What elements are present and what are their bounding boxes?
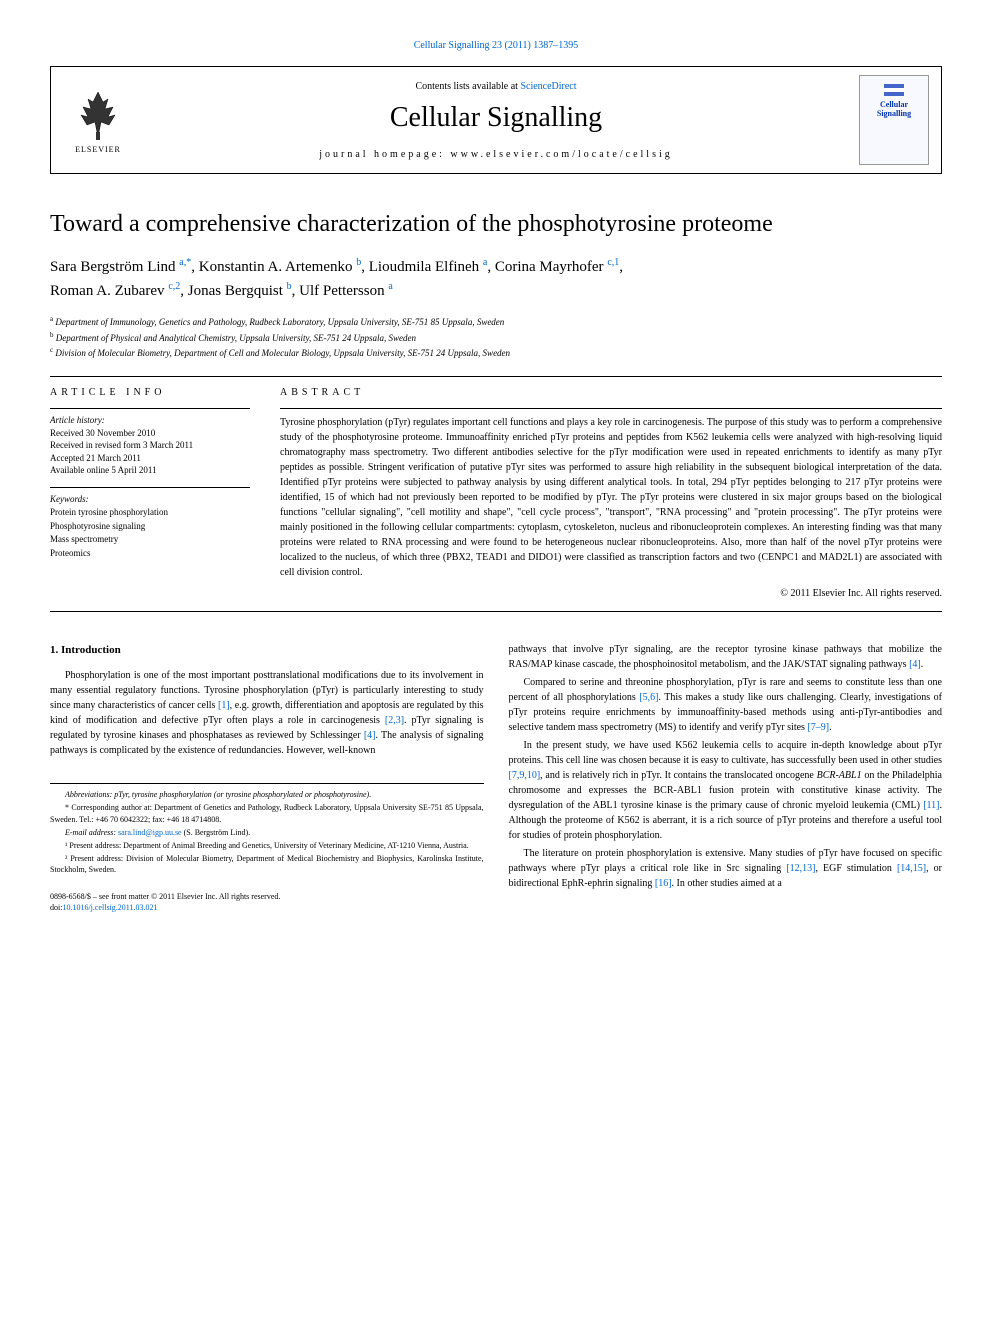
author-list: Sara Bergström Lind a,*, Konstantin A. A…	[50, 255, 942, 302]
journal-cover-thumb: Cellular Signalling	[859, 75, 929, 165]
footnote-email: E-mail address: sara.lind@igp.uu.se (S. …	[50, 827, 484, 838]
email-link[interactable]: sara.lind@igp.uu.se	[118, 828, 182, 837]
footnote-corresp: * Corresponding author at: Department of…	[50, 802, 484, 824]
footnote-present-address-1: ¹ Present address: Department of Animal …	[50, 840, 484, 851]
author-sup[interactable]: b	[356, 257, 361, 268]
journal-header: ELSEVIER Contents lists available at Sci…	[50, 66, 942, 174]
cover-title-1: Cellular	[880, 100, 908, 109]
article-history: Received 30 November 2010 Received in re…	[50, 427, 250, 477]
body-paragraph: Phosphorylation is one of the most impor…	[50, 668, 484, 758]
divider	[50, 487, 250, 488]
body-paragraph: In the present study, we have used K562 …	[509, 738, 943, 843]
article-title: Toward a comprehensive characterization …	[50, 209, 942, 240]
header-center: Contents lists available at ScienceDirec…	[148, 81, 844, 160]
elsevier-tree-icon	[73, 87, 123, 142]
doi-link[interactable]: 10.1016/j.cellsig.2011.03.021	[62, 903, 157, 912]
citation-link[interactable]: [2,3]	[385, 715, 404, 726]
citation-link[interactable]: [4]	[364, 730, 376, 741]
author: Corina Mayrhofer	[495, 259, 604, 275]
journal-name: Cellular Signalling	[148, 102, 844, 134]
body-paragraph: Compared to serine and threonine phospho…	[509, 675, 943, 735]
sciencedirect-link[interactable]: ScienceDirect	[520, 81, 576, 92]
cover-flag-icon	[884, 84, 904, 96]
footer-meta: 0898-6568/$ – see front matter © 2011 El…	[50, 891, 484, 913]
article-body: 1. Introduction Phosphorylation is one o…	[50, 642, 942, 913]
author-sup[interactable]: a	[483, 257, 487, 268]
author: Jonas Bergquist	[188, 283, 283, 299]
elsevier-label: ELSEVIER	[75, 145, 121, 154]
contents-available-line: Contents lists available at ScienceDirec…	[148, 81, 844, 92]
journal-homepage: journal homepage: www.elsevier.com/locat…	[148, 149, 844, 160]
corresp-marker[interactable]: *	[186, 257, 191, 268]
article-info-heading: ARTICLE INFO	[50, 387, 250, 398]
citation-link[interactable]: [1]	[218, 700, 230, 711]
affiliation: b Department of Physical and Analytical …	[50, 330, 942, 346]
citation-link[interactable]: [16]	[655, 878, 672, 889]
body-column-right: pathways that involve pTyr signaling, ar…	[509, 642, 943, 913]
body-paragraph: The literature on protein phosphorylatio…	[509, 846, 943, 891]
footnote-abbrev: Abbreviations: pTyr, tyrosine phosphoryl…	[50, 789, 484, 800]
journal-citation[interactable]: Cellular Signalling 23 (2011) 1387–1395	[50, 40, 942, 51]
citation-link[interactable]: [7–9]	[807, 722, 829, 733]
author-sup[interactable]: b	[287, 281, 292, 292]
footnotes: Abbreviations: pTyr, tyrosine phosphoryl…	[50, 783, 484, 875]
citation-link[interactable]: [12,13]	[786, 863, 815, 874]
history-heading: Article history:	[50, 415, 250, 425]
body-column-left: 1. Introduction Phosphorylation is one o…	[50, 642, 484, 913]
author: Ulf Pettersson	[299, 283, 384, 299]
section-heading: 1. Introduction	[50, 642, 484, 659]
divider	[50, 611, 942, 612]
divider	[280, 408, 942, 409]
abstract-panel: ABSTRACT Tyrosine phosphorylation (pTyr)…	[280, 387, 942, 599]
keywords-heading: Keywords:	[50, 494, 250, 504]
elsevier-logo: ELSEVIER	[63, 78, 133, 163]
doi-line: doi:10.1016/j.cellsig.2011.03.021	[50, 902, 484, 913]
body-paragraph: pathways that involve pTyr signaling, ar…	[509, 642, 943, 672]
cover-title-2: Signalling	[877, 109, 911, 118]
footnote-present-address-2: ² Present address: Division of Molecular…	[50, 853, 484, 875]
divider	[50, 376, 942, 377]
citation-link[interactable]: [5,6]	[639, 692, 658, 703]
author-sup[interactable]: c,2	[168, 281, 180, 292]
copyright-line: © 2011 Elsevier Inc. All rights reserved…	[280, 588, 942, 599]
citation-link[interactable]: [11]	[923, 800, 939, 811]
author: Lioudmila Elfineh	[369, 259, 479, 275]
citation-link[interactable]: [4]	[909, 659, 921, 670]
author-sup[interactable]: c,1	[607, 257, 619, 268]
author: Sara Bergström Lind	[50, 259, 176, 275]
author: Roman A. Zubarev	[50, 283, 165, 299]
affiliations: a Department of Immunology, Genetics and…	[50, 314, 942, 361]
abstract-heading: ABSTRACT	[280, 387, 942, 398]
author: Konstantin A. Artemenko	[199, 259, 353, 275]
article-info-panel: ARTICLE INFO Article history: Received 3…	[50, 387, 250, 599]
front-matter-line: 0898-6568/$ – see front matter © 2011 El…	[50, 891, 484, 902]
keywords-list: Protein tyrosine phosphorylation Phospho…	[50, 506, 250, 560]
affiliation: c Division of Molecular Biometry, Depart…	[50, 345, 942, 361]
citation-link[interactable]: [7,9,10]	[509, 770, 541, 781]
abstract-text: Tyrosine phosphorylation (pTyr) regulate…	[280, 415, 942, 580]
divider	[50, 408, 250, 409]
author-sup[interactable]: a	[388, 281, 392, 292]
affiliation: a Department of Immunology, Genetics and…	[50, 314, 942, 330]
citation-link[interactable]: [14,15]	[897, 863, 926, 874]
